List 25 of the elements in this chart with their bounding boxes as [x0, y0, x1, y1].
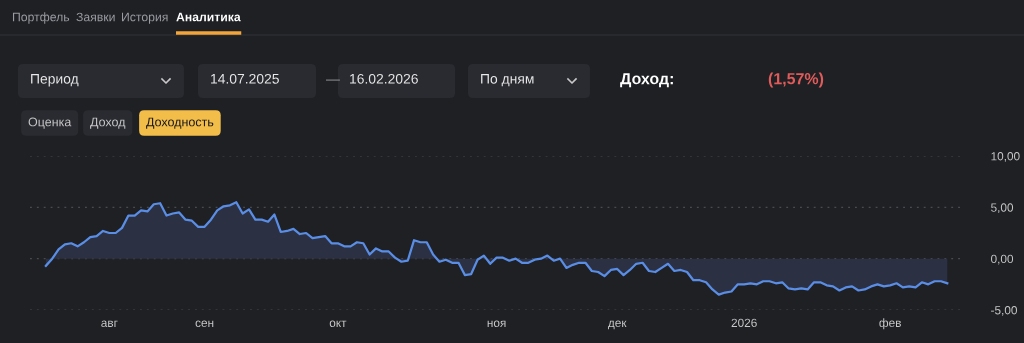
text: Период [31, 74, 79, 87]
text: Доходность [146, 117, 214, 129]
text: Аналитика [176, 12, 241, 22]
text: (1,57%) [768, 72, 824, 88]
text: — [326, 79, 340, 81]
text: По дням [481, 74, 534, 87]
y-tick-label: -5,00 [991, 306, 1017, 316]
x-tick-label: дек [608, 320, 627, 330]
x-tick-label: авг [101, 320, 118, 327]
y-tick-label: 10,00 [991, 152, 1020, 162]
text: Портфель [12, 12, 70, 24]
x-tick-label: фев [879, 318, 901, 330]
x-tick-label: сен [195, 320, 214, 327]
text: Доход: [620, 73, 673, 88]
text: 16.02.2026 [350, 73, 418, 84]
x-tick-label: 2026 [731, 318, 757, 327]
y-tick-label: 0,00 [991, 254, 1014, 265]
x-tick-label: окт [329, 320, 347, 327]
y-tick-label: 5,00 [991, 203, 1014, 214]
text: История [122, 12, 168, 24]
text: Заявки [76, 12, 115, 22]
text: Оценка [28, 117, 72, 129]
x-tick-label: ноя [487, 320, 506, 327]
text: Доход [90, 117, 126, 129]
text: 14.07.2025 [211, 73, 279, 84]
